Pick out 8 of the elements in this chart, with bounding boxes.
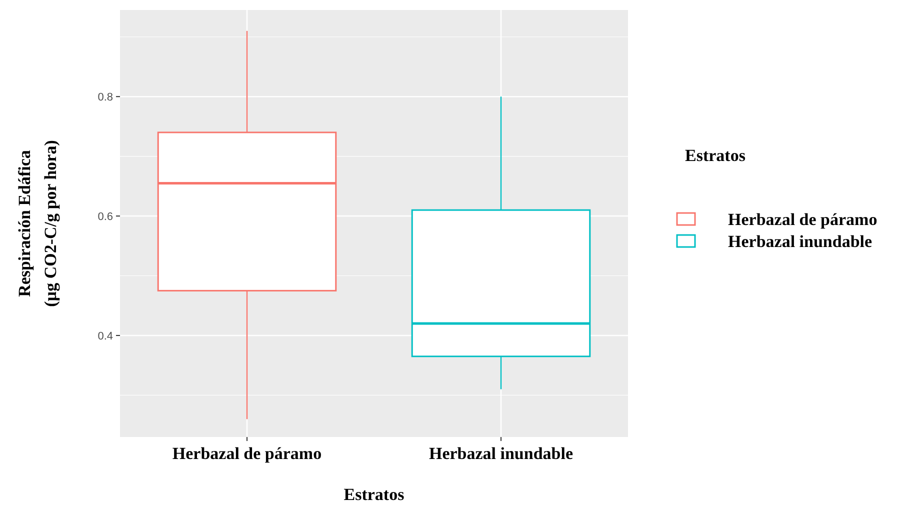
x-axis-title: Estratos (344, 485, 405, 504)
legend-label: Herbazal inundable (728, 232, 873, 251)
legend-title: Estratos (685, 146, 746, 165)
y-tick-label: 0.4 (98, 330, 113, 342)
legend-label: Herbazal de páramo (728, 210, 878, 229)
y-axis-title: Respiración Edáfica (µg CO2-C/g por hora) (15, 140, 60, 307)
y-tick-label: 0.8 (98, 91, 113, 104)
y-tick-label: 0.6 (98, 210, 113, 223)
